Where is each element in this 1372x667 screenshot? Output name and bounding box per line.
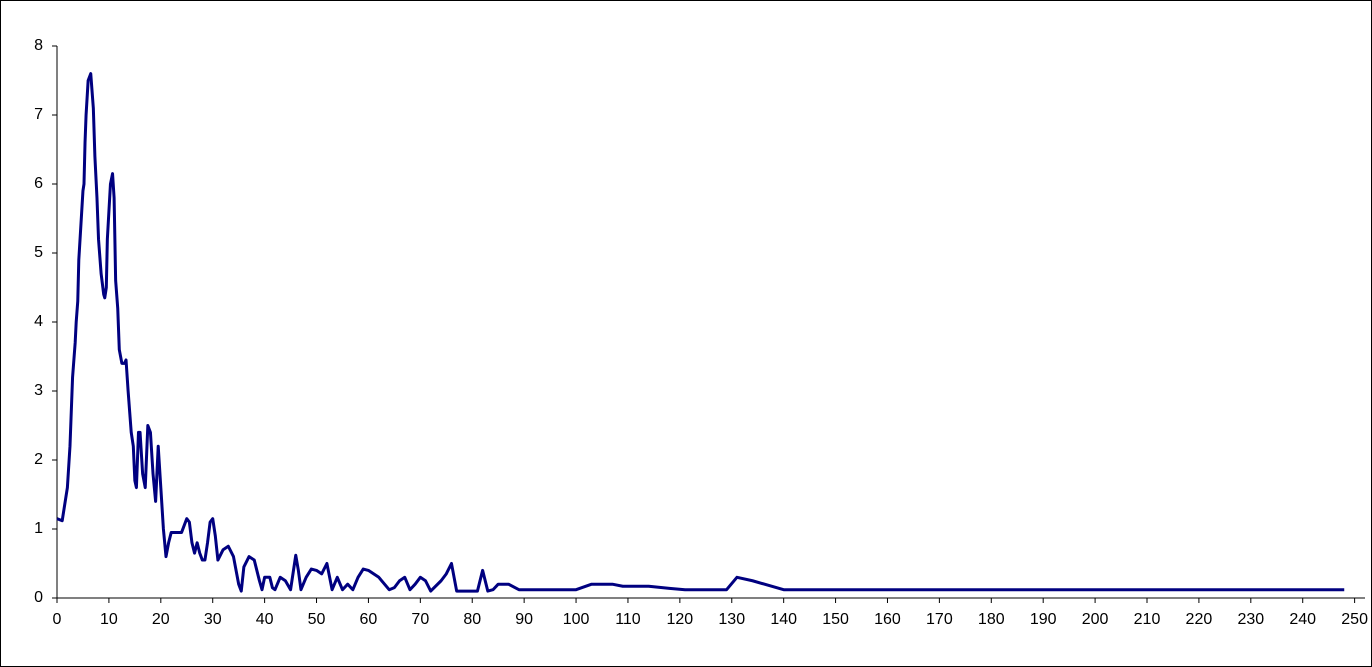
x-tick-label: 80 (463, 611, 481, 628)
x-tick-label: 0 (53, 611, 62, 628)
x-tick-label: 200 (1082, 611, 1109, 628)
x-tick-label: 170 (926, 611, 953, 628)
x-tick-label: 20 (152, 611, 170, 628)
x-tick-label: 120 (667, 611, 694, 628)
y-tick-label: 0 (34, 589, 43, 606)
x-tick-label: 160 (874, 611, 901, 628)
x-tick-label: 250 (1341, 611, 1368, 628)
x-tick-label: 90 (515, 611, 533, 628)
x-tick-label: 100 (563, 611, 590, 628)
x-tick-label: 60 (360, 611, 378, 628)
x-tick-label: 230 (1237, 611, 1264, 628)
y-tick-label: 2 (34, 451, 43, 468)
y-tick-label: 1 (34, 520, 43, 537)
x-tick-label: 110 (615, 611, 641, 628)
x-tick-label: 140 (770, 611, 797, 628)
x-tick-label: 240 (1289, 611, 1316, 628)
y-tick-label: 5 (34, 244, 43, 261)
x-tick-label: 190 (1030, 611, 1057, 628)
y-tick-label: 4 (34, 313, 43, 330)
x-tick-label: 70 (411, 611, 429, 628)
x-tick-label: 50 (308, 611, 326, 628)
y-tick-label: 6 (34, 175, 43, 192)
x-tick-label: 210 (1134, 611, 1161, 628)
y-tick-label: 8 (34, 37, 43, 54)
x-tick-label: 10 (100, 611, 118, 628)
y-tick-label: 3 (34, 382, 43, 399)
x-tick-label: 180 (978, 611, 1005, 628)
x-tick-label: 40 (256, 611, 274, 628)
x-tick-label: 150 (822, 611, 849, 628)
y-tick-label: 7 (34, 106, 43, 123)
x-tick-label: 220 (1186, 611, 1213, 628)
x-tick-label: 30 (204, 611, 222, 628)
data-line (56, 72, 1345, 593)
x-tick-label: 130 (718, 611, 745, 628)
